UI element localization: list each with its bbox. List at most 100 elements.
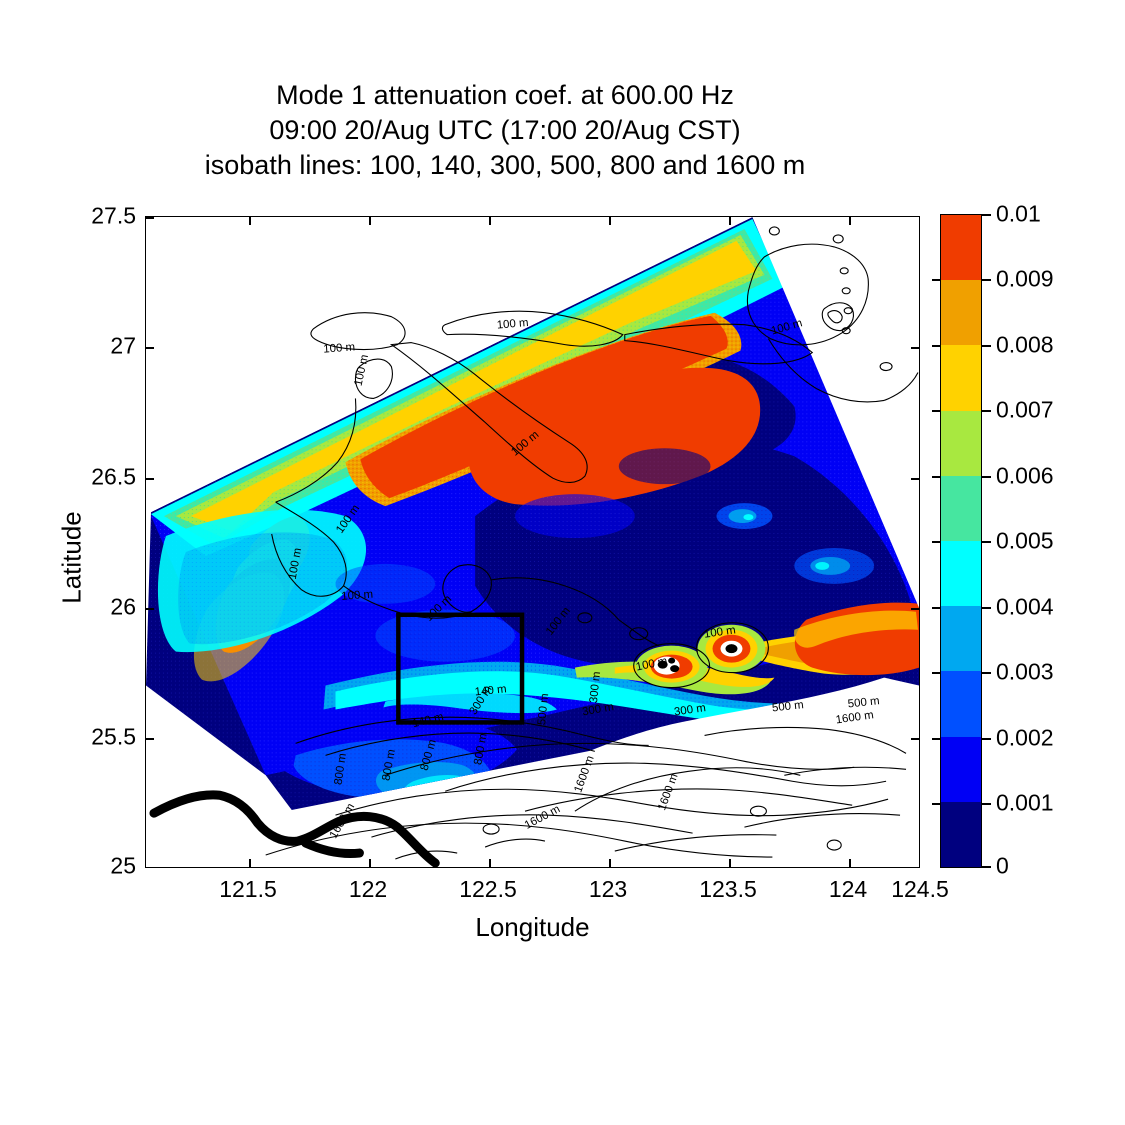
cb-tick-0.004 <box>982 607 991 609</box>
ytick-25.5 <box>146 738 154 740</box>
xtick-label-121.5: 121.5 <box>219 876 277 902</box>
ytick-27 <box>146 347 154 349</box>
map-plot-area[interactable]: 100 m 100 m 100 m 100 m 100 m 100 m 100 … <box>145 216 920 868</box>
ytick-label-27: 27 <box>110 332 136 359</box>
ytick-label-25: 25 <box>110 852 136 879</box>
ytick-right-27 <box>911 347 919 349</box>
cb-band-1 <box>941 736 981 802</box>
cb-tick-left-0.008 <box>932 345 941 347</box>
isobath-contours <box>265 226 919 860</box>
cb-label-0.009: 0.009 <box>996 265 1054 292</box>
cb-tick-0.002 <box>982 738 991 740</box>
secondary-hotspot <box>635 645 708 688</box>
svg-text:1600 m: 1600 m <box>835 709 875 726</box>
xtick-122 <box>369 859 371 867</box>
ytick-label-26.5: 26.5 <box>91 463 136 490</box>
xtick-top-122 <box>369 217 371 225</box>
attenuation-field <box>146 217 919 816</box>
ytick-label-25.5: 25.5 <box>91 723 136 750</box>
xtick-label-124.5: 124.5 <box>891 876 949 902</box>
cb-tick-0.01 <box>982 214 991 216</box>
xtick-label-122.5: 122.5 <box>459 876 517 902</box>
x-axis-title: Longitude <box>475 912 590 942</box>
cb-tick-left-0.005 <box>932 541 941 543</box>
cb-band-6 <box>941 410 981 476</box>
cb-tick-0.003 <box>982 672 991 674</box>
cb-tick-0.007 <box>982 410 991 412</box>
svg-text:300 m: 300 m <box>581 701 614 718</box>
xtick-121.5 <box>249 859 251 867</box>
svg-text:500 m: 500 m <box>771 699 804 714</box>
cb-label-0.004: 0.004 <box>996 593 1054 620</box>
svg-text:300 m: 300 m <box>673 702 706 718</box>
y-axis-title: Latitude <box>56 511 87 604</box>
ytick-right-25.5 <box>911 738 919 740</box>
svg-text:140 m: 140 m <box>474 683 507 698</box>
cb-label-0.001: 0.001 <box>996 789 1054 816</box>
cb-band-4 <box>941 541 981 607</box>
cb-tick-left-0.001 <box>932 803 941 805</box>
xtick-top-121.5 <box>249 217 251 225</box>
cb-tick-left-0.002 <box>932 738 941 740</box>
ytick-25 <box>146 867 154 868</box>
cb-band-8 <box>941 280 981 346</box>
svg-text:100 m: 100 m <box>496 317 529 332</box>
cb-tick-left-0.009 <box>932 279 941 281</box>
ytick-right-26.5 <box>911 478 919 480</box>
study-area-box[interactable] <box>396 612 525 725</box>
figure-title: Mode 1 attenuation coef. at 600.00 Hz 09… <box>0 78 1010 183</box>
xtick-top-124 <box>849 217 851 225</box>
cb-label-0.007: 0.007 <box>996 396 1054 423</box>
xtick-123 <box>609 859 611 867</box>
cb-tick-left-0.003 <box>932 672 941 674</box>
svg-text:800 m: 800 m <box>472 732 489 765</box>
svg-text:100 m: 100 m <box>703 624 736 640</box>
title-line-2: 09:00 20/Aug UTC (17:00 20/Aug CST) <box>269 115 741 146</box>
cb-tick-0.005 <box>982 541 991 543</box>
ytick-27.5 <box>146 217 154 219</box>
xtick-label-123: 123 <box>588 876 628 902</box>
cb-label-0.008: 0.008 <box>996 331 1054 358</box>
cb-label-0.005: 0.005 <box>996 527 1054 554</box>
svg-text:500 m: 500 m <box>847 695 880 710</box>
ytick-right-26 <box>911 608 919 610</box>
cb-tick-left-0.004 <box>932 607 941 609</box>
svg-text:800 m: 800 m <box>333 752 349 785</box>
svg-text:500 m: 500 m <box>536 693 551 726</box>
cb-label-0: 0 <box>996 852 1009 879</box>
cb-band-2 <box>941 671 981 737</box>
xtick-top-123 <box>609 217 611 225</box>
coastline <box>149 790 440 867</box>
colorbar[interactable] <box>940 214 982 868</box>
svg-text:100 m: 100 m <box>323 341 356 355</box>
ytick-26 <box>146 608 154 610</box>
svg-text:100 m: 100 m <box>341 589 374 603</box>
map-canvas: 100 m 100 m 100 m 100 m 100 m 100 m 100 … <box>146 217 919 867</box>
xtick-122.5 <box>489 859 491 867</box>
cb-tick-0.008 <box>982 345 991 347</box>
xtick-top-122.5 <box>489 217 491 225</box>
cb-tick-left-0.006 <box>932 476 941 478</box>
cb-tick-0 <box>982 866 991 868</box>
cb-label-0.01: 0.01 <box>996 200 1041 227</box>
cb-label-0.002: 0.002 <box>996 724 1054 751</box>
xtick-124 <box>849 859 851 867</box>
xtick-label-124: 124 <box>828 876 868 902</box>
title-line-1: Mode 1 attenuation coef. at 600.00 Hz <box>276 80 734 110</box>
ytick-label-27.5: 27.5 <box>91 202 136 229</box>
cb-tick-left-0.007 <box>932 410 941 412</box>
cb-label-0.003: 0.003 <box>996 658 1054 685</box>
cb-band-3 <box>941 606 981 672</box>
cb-band-0 <box>941 801 981 867</box>
svg-text:300 m: 300 m <box>588 671 603 704</box>
ytick-label-26: 26 <box>110 593 136 620</box>
svg-text:800 m: 800 m <box>381 748 398 781</box>
cb-band-5 <box>941 475 981 541</box>
cb-tick-0.001 <box>982 803 991 805</box>
xtick-top-123.5 <box>729 217 731 225</box>
xtick-label-123.5: 123.5 <box>699 876 757 902</box>
cb-tick-0.009 <box>982 279 991 281</box>
land-mask <box>146 217 919 867</box>
cb-tick-0.006 <box>982 476 991 478</box>
